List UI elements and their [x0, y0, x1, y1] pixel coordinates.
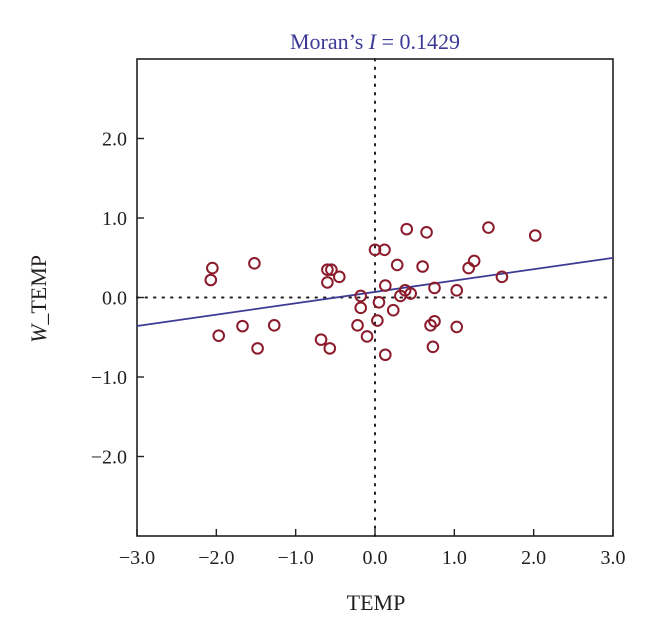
- x-tick-label: −2.0: [198, 547, 234, 569]
- x-tick-label: 1.0: [442, 547, 467, 569]
- data-point: [424, 319, 437, 332]
- data-point: [354, 301, 368, 315]
- data-point: [426, 340, 440, 354]
- data-point: [314, 333, 328, 346]
- data-point: [321, 276, 334, 289]
- x-axis-ticks: −3.0 −2.0 −1.0 0.0 1.0 2.0 3.0: [119, 529, 626, 569]
- data-point: [450, 284, 464, 297]
- data-point: [379, 348, 392, 362]
- x-tick-label: −1.0: [278, 547, 314, 569]
- regression-line: [136, 256, 614, 327]
- data-point: [323, 342, 337, 355]
- x-tick-label: 2.0: [521, 547, 546, 569]
- data-point: [428, 281, 441, 295]
- data-point: [351, 319, 364, 332]
- data-point: [354, 289, 368, 303]
- y-tick-label: −1.0: [91, 367, 127, 389]
- data-point: [236, 319, 249, 333]
- y-tick-label: 1.0: [102, 208, 127, 230]
- data-point: [204, 273, 218, 287]
- data-point: [416, 260, 429, 273]
- x-tick-label: 3.0: [601, 547, 626, 569]
- y-tick-label: 2.0: [102, 129, 127, 151]
- data-point: [325, 263, 338, 276]
- data-point: [404, 287, 418, 300]
- data-point: [321, 263, 334, 276]
- y-tick-label: 0.0: [102, 288, 127, 310]
- data-point: [267, 319, 281, 332]
- chart-title: Moran’s I = 0.1429: [290, 29, 460, 54]
- data-point: [386, 303, 400, 317]
- data-point: [462, 261, 475, 275]
- data-point: [467, 254, 481, 268]
- x-tick-label: 0.0: [363, 547, 388, 569]
- x-tick-label: −3.0: [119, 547, 155, 569]
- data-point: [212, 329, 226, 342]
- y-axis-label: W_TEMP: [26, 255, 51, 343]
- data-point: [372, 295, 386, 309]
- y-axis-ticks: −2.0 −1.0 0.0 1.0 2.0: [91, 129, 144, 469]
- data-point: [482, 221, 495, 234]
- data-point: [400, 222, 414, 236]
- data-points: [204, 221, 542, 362]
- data-point: [248, 257, 261, 270]
- data-point: [378, 243, 391, 257]
- data-point: [368, 243, 382, 257]
- y-tick-label: −2.0: [91, 447, 127, 469]
- data-point: [528, 229, 542, 242]
- data-point: [428, 315, 441, 328]
- data-point: [371, 314, 384, 327]
- data-point: [360, 330, 374, 343]
- data-point: [390, 258, 404, 272]
- data-point: [206, 261, 219, 275]
- data-point: [379, 279, 392, 292]
- data-point: [495, 270, 509, 284]
- data-point: [450, 320, 464, 334]
- data-point: [251, 342, 264, 355]
- data-point: [333, 270, 346, 284]
- data-point: [420, 226, 433, 239]
- x-axis-label: TEMP: [347, 590, 406, 615]
